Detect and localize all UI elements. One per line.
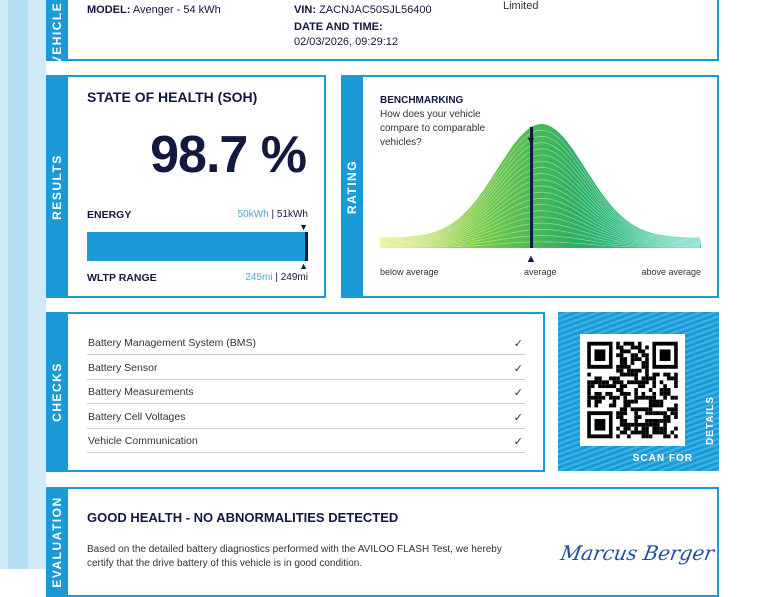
check-label: Battery Management System (BMS): [88, 337, 257, 349]
soh-title: STATE OF HEALTH (SOH): [87, 89, 258, 105]
distribution-contour: [380, 216, 701, 246]
distribution-contour: [380, 136, 700, 240]
background-strip-inner: [8, 0, 28, 569]
vin-field: VIN: ZACNJAC50SJL56400: [294, 4, 432, 16]
distribution-contour: [380, 185, 700, 244]
checks-card: CHECKS Battery Management System (BMS) ✓ B…: [46, 312, 545, 472]
signature: Marcus Berger: [558, 541, 717, 565]
distribution-contour: [380, 142, 701, 240]
check-label: Battery Measurements: [88, 386, 194, 398]
marker-up-icon: ▲: [299, 261, 308, 271]
marker-down-icon: ▼: [525, 135, 537, 147]
qr-code-image: [587, 341, 678, 439]
distribution-contour: [380, 179, 700, 243]
energy-current: 50kWh: [237, 209, 269, 220]
benchmark-question: How does your vehicle compare to compara…: [380, 109, 486, 148]
qr-details-label: DETAILS: [704, 395, 716, 446]
range-current: 245mi: [245, 272, 273, 283]
model-label: MODEL:: [87, 4, 131, 16]
check-label: Battery Cell Voltages: [88, 410, 186, 423]
distribution-contour: [380, 148, 701, 241]
evaluation-text-line2: certify that the drive battery of this v…: [87, 558, 363, 569]
energy-sep: |: [268, 209, 277, 220]
evaluation-tab-label: EVALUATION: [50, 496, 64, 588]
range-values: 245mi | 249mi: [245, 272, 308, 283]
check-item: Battery Management System (BMS) ✓: [87, 331, 525, 355]
results-tab-label: RESULTS: [50, 153, 64, 220]
benchmark-title: BENCHMARKING: [380, 95, 464, 106]
distribution-contour: [379, 204, 700, 245]
checks-tab: CHECKS: [46, 312, 68, 472]
model-field: MODEL: Avenger - 54 kWh: [87, 4, 221, 16]
distribution-contour: [380, 235, 700, 248]
range-label: WLTP RANGE: [87, 272, 157, 284]
soh-bar: [87, 232, 308, 261]
distribution-contour: [380, 191, 700, 244]
qr-panel: SCAN FOR DETAILS: [558, 312, 719, 471]
distribution-contour: [380, 241, 700, 248]
rating-tab: RATING: [341, 75, 363, 298]
checks-tab-label: CHECKS: [50, 362, 64, 422]
energy-label: ENERGY: [87, 209, 132, 221]
results-card: RESULTS STATE OF HEALTH (SOH) 98.7 % ENE…: [46, 75, 326, 298]
vehicle-card: VEHICLE MODEL: Avenger - 54 kWh VIN: ZAC…: [46, 0, 719, 64]
distribution-contour: [380, 154, 701, 241]
distribution-contour: [380, 160, 700, 242]
marker-up-icon: ▲: [525, 253, 537, 265]
evaluation-card: EVALUATION GOOD HEALTH - NO ABNORMALITIE…: [46, 487, 719, 597]
soh-bar-fill: [87, 232, 306, 261]
evaluation-title: GOOD HEALTH - NO ABNORMALITIES DETECTED: [87, 510, 399, 525]
energy-values: 50kWh | 51kWh: [238, 209, 308, 220]
qr-scan-label: SCAN FOR: [632, 453, 693, 464]
marker-down-icon: ▼: [299, 222, 308, 232]
range-nominal: 249mi: [280, 272, 308, 283]
check-icon: ✓: [513, 387, 523, 399]
check-icon: ✓: [513, 338, 523, 350]
benchmark-curve: [379, 124, 701, 248]
below-average-label: below average: [380, 267, 439, 277]
check-item: Vehicle Communication ✓: [87, 429, 525, 453]
vehicle-position-marker: [530, 126, 534, 248]
check-icon: ✓: [513, 436, 523, 448]
results-tab: RESULTS: [46, 75, 68, 298]
range-sep: |: [272, 272, 281, 283]
distribution-contour: [380, 173, 700, 243]
evaluation-text-line1: Based on the detailed battery diagnostic…: [87, 544, 502, 555]
evaluation-tab: EVALUATION: [46, 487, 68, 597]
owner-value: Limited: [503, 0, 539, 12]
vin-label: VIN:: [294, 4, 316, 16]
rating-card: RATING BENCHMARKING How does your vehicl…: [341, 75, 719, 298]
check-icon: ✓: [513, 362, 523, 375]
check-icon: ✓: [513, 411, 523, 424]
distribution-contour: [380, 210, 700, 246]
vehicle-tab-label: VEHICLE: [50, 1, 64, 64]
vehicle-tab: VEHICLE: [46, 0, 68, 64]
vin-value: ZACNJAC50SJL56400: [319, 4, 432, 16]
check-item: Battery Sensor ✓: [87, 356, 525, 380]
qr-code[interactable]: [580, 334, 685, 446]
distribution-contour: [380, 167, 700, 242]
soh-value: 98.7 %: [150, 126, 307, 184]
energy-nominal: 51kWh: [276, 209, 308, 220]
check-label: Battery Sensor: [88, 361, 158, 374]
soh-bar-marker: [305, 232, 308, 261]
model-value: Avenger - 54 kWh: [132, 4, 221, 16]
distribution-area: [380, 124, 701, 248]
average-label: average: [524, 267, 557, 277]
distribution-contour: [380, 229, 700, 247]
distribution-contour: [380, 222, 700, 247]
distribution-contour: [379, 129, 700, 239]
distribution-contour: [380, 198, 700, 245]
check-label: Vehicle Communication: [88, 435, 198, 447]
above-average-label: above average: [641, 267, 701, 277]
check-item: Battery Measurements ✓: [87, 380, 525, 404]
date-value: 02/03/2026, 09:29:12: [294, 36, 398, 48]
date-label: DATE AND TIME:: [294, 21, 383, 33]
check-item: Battery Cell Voltages ✓: [87, 405, 525, 429]
